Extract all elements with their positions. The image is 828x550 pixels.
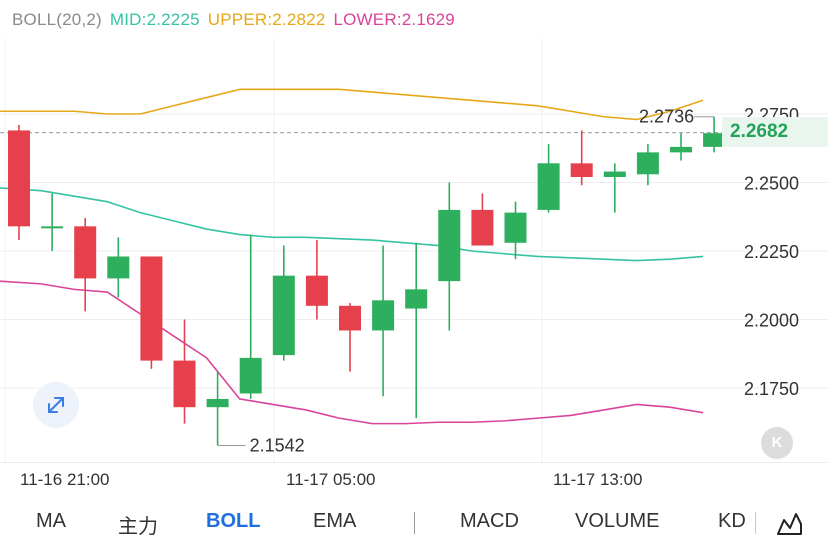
boll-upper-line: [0, 88, 704, 121]
indicator-tabs: MA 主力 BOLL EMA MACD VOLUME KD: [0, 498, 828, 550]
candle-up: [438, 209, 461, 282]
price-tick-label: 2.2500: [744, 174, 799, 194]
kline-button[interactable]: K: [761, 427, 793, 459]
tab-macd[interactable]: MACD: [460, 510, 519, 532]
candle-down: [8, 130, 30, 227]
candle-down: [570, 163, 593, 178]
chart-type-icon: [775, 509, 803, 537]
tab-kd[interactable]: KD: [718, 510, 746, 532]
expand-button[interactable]: [33, 382, 79, 428]
legend-indicator-name: BOLL(20,2): [12, 10, 102, 29]
legend-lower: LOWER:2.1629: [333, 10, 455, 29]
low-price-label: 2.1542: [250, 436, 305, 456]
candle-down: [74, 226, 97, 279]
expand-icon: [48, 397, 64, 413]
boll-legend: BOLL(20,2) MID:2.2225 UPPER:2.2822 LOWER:2.…: [12, 10, 463, 30]
tab-ma[interactable]: MA: [36, 510, 66, 532]
time-label: 11-17 05:00: [286, 470, 376, 489]
candle-up: [703, 133, 726, 147]
tab-divider: [414, 512, 415, 534]
price-tick-label: 2.1750: [744, 379, 799, 399]
legend-upper: UPPER:2.2822: [207, 10, 326, 29]
boll-lower-line: [0, 280, 704, 425]
time-label: 11-16 21:00: [20, 470, 110, 489]
tab-divider: [755, 512, 756, 534]
price-tick-label: 2.2000: [744, 311, 799, 331]
candle-up: [272, 275, 295, 356]
candle-up: [405, 289, 428, 309]
candle-up: [206, 398, 229, 408]
chart-type-button[interactable]: [772, 506, 806, 540]
candle-down: [339, 305, 361, 331]
tab-ema[interactable]: EMA: [313, 510, 357, 532]
candle-down: [140, 256, 163, 361]
candle-up: [670, 146, 692, 153]
high-price-label: 2.2736: [639, 107, 694, 127]
price-tick-label: 2.2250: [744, 242, 799, 262]
candle-down: [305, 275, 328, 306]
candle-up: [636, 152, 659, 175]
legend-mid: MID:2.2225: [109, 10, 200, 29]
candle-up: [504, 212, 527, 243]
tab-main-force[interactable]: 主力: [118, 516, 158, 538]
candle-up: [603, 171, 626, 178]
candle-up: [537, 163, 560, 210]
last-price-tag: 2.2682: [722, 117, 828, 147]
time-axis: 11-16 21:00 11-17 05:00 11-17 13:00: [0, 462, 828, 498]
candlestick-chart[interactable]: 2.27502.25002.22502.20002.17502.27362.15…: [0, 0, 828, 462]
candle-up: [41, 226, 64, 229]
candle-down: [173, 360, 196, 408]
candle-up: [107, 256, 130, 279]
boll-mid-line: [0, 187, 704, 262]
candle-up: [372, 300, 395, 331]
tab-volume[interactable]: VOLUME: [575, 510, 660, 532]
time-label: 11-17 13:00: [553, 470, 643, 489]
candle-down: [471, 209, 494, 246]
tab-boll[interactable]: BOLL: [206, 510, 261, 532]
candle-up: [239, 357, 262, 394]
